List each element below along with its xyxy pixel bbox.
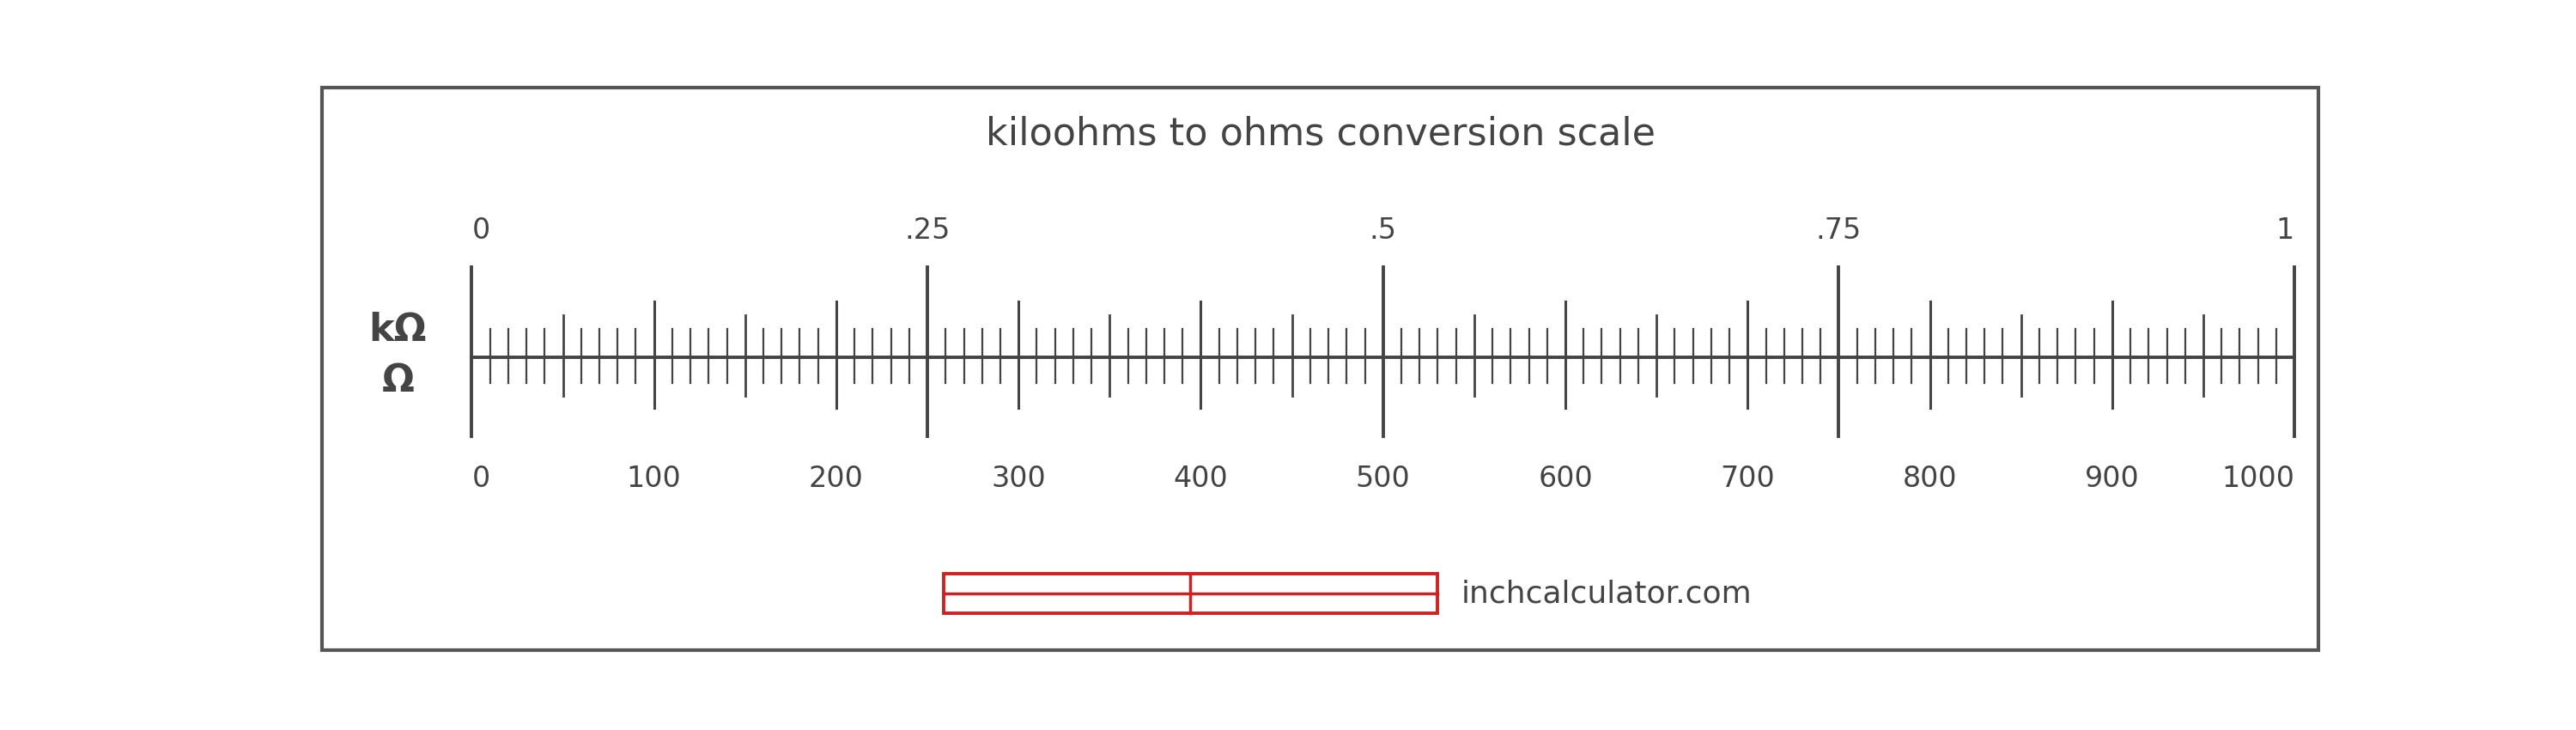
Text: 800: 800 xyxy=(1904,464,1958,493)
Text: 500: 500 xyxy=(1355,464,1412,493)
Text: 200: 200 xyxy=(809,464,863,493)
Text: 300: 300 xyxy=(992,464,1046,493)
Text: 1: 1 xyxy=(2277,217,2295,245)
Text: inchcalculator.com: inchcalculator.com xyxy=(1461,579,1752,608)
Text: 1000: 1000 xyxy=(2221,464,2295,493)
Text: .75: .75 xyxy=(1816,217,1862,245)
Text: .5: .5 xyxy=(1370,217,1396,245)
Bar xyxy=(943,574,1437,613)
Text: Ω: Ω xyxy=(381,363,415,399)
Text: 0: 0 xyxy=(471,217,489,245)
Text: 900: 900 xyxy=(2084,464,2141,493)
Text: 400: 400 xyxy=(1175,464,1229,493)
Text: kiloohms to ohms conversion scale: kiloohms to ohms conversion scale xyxy=(984,116,1654,153)
Text: 0: 0 xyxy=(471,464,489,493)
Text: .25: .25 xyxy=(904,217,951,245)
Text: 700: 700 xyxy=(1721,464,1775,493)
Text: 100: 100 xyxy=(626,464,683,493)
Text: kΩ: kΩ xyxy=(368,312,428,349)
Text: 600: 600 xyxy=(1538,464,1592,493)
